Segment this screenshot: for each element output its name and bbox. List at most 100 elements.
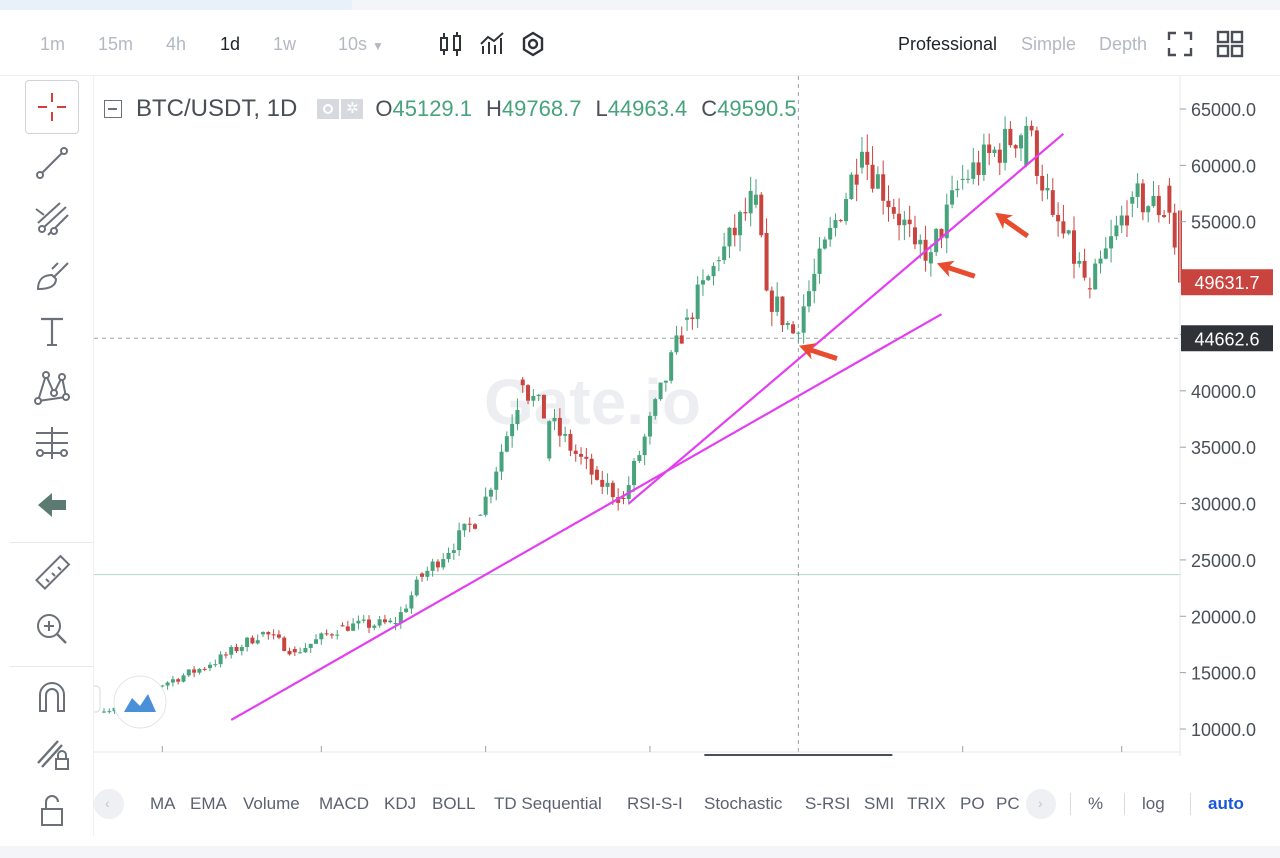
interval-1m[interactable]: 1m (40, 34, 66, 54)
candle-body (775, 296, 780, 312)
candle-body (552, 417, 557, 422)
indicator-rsi-s-i[interactable]: RSI-S-I (627, 794, 683, 813)
fib-icon (36, 427, 68, 459)
indicator-ema[interactable]: EMA (190, 794, 227, 813)
candle-body (700, 280, 705, 285)
settings-hexagon-icon[interactable] (519, 30, 547, 58)
zoom-tool[interactable] (25, 602, 79, 656)
candle-body (176, 679, 181, 682)
candle-body (520, 379, 525, 386)
indicator-icon[interactable] (478, 30, 506, 58)
candlestick-icon[interactable] (437, 30, 465, 58)
indicator-volume[interactable]: Volume (243, 794, 300, 813)
gear-icon[interactable]: ✲ (341, 99, 364, 119)
indicator-pc[interactable]: PC (996, 794, 1020, 813)
annotation-arrow-shape (936, 260, 976, 279)
candle-body (398, 612, 403, 624)
crosshair-tool[interactable] (25, 80, 79, 134)
fullscreen-icon[interactable] (1166, 30, 1194, 58)
lock-all-tool[interactable] (25, 782, 79, 836)
ruler-tool[interactable] (25, 546, 79, 600)
view-simple[interactable]: Simple (1021, 34, 1077, 54)
interval-10s-dropdown[interactable]: 10s ▼ (338, 34, 384, 55)
indicator-stochastic[interactable]: Stochastic (704, 794, 783, 813)
candle-body (1156, 195, 1161, 216)
interval-4h[interactable]: 4h (166, 34, 187, 54)
low-label: L (595, 96, 608, 121)
scale-log[interactable]: log (1142, 794, 1165, 813)
candle-body (213, 664, 218, 666)
candle-body (324, 633, 329, 635)
candle-body (621, 497, 626, 500)
candle-body (499, 451, 504, 472)
interval-1w[interactable]: 1w (273, 34, 297, 54)
candle-body (1151, 195, 1156, 207)
indicator-s-rsi[interactable]: S-RSI (805, 794, 851, 813)
remove-drawings-tool[interactable] (25, 478, 79, 532)
candle-body (515, 409, 520, 425)
scroll-left-button[interactable]: ‹ (94, 789, 124, 819)
indicator-smi[interactable]: SMI (864, 794, 895, 813)
chart-widget-button (113, 675, 167, 729)
view-professional[interactable]: Professional (898, 34, 998, 54)
collapse-legend-icon[interactable] (104, 100, 122, 118)
magnet-tool[interactable] (25, 670, 79, 724)
indicator-kdj[interactable]: KDJ (384, 794, 417, 813)
indicator-po[interactable]: PO (960, 794, 985, 813)
candle-body (1098, 258, 1103, 264)
candle-body (902, 219, 907, 226)
pattern-tool[interactable] (25, 360, 79, 414)
high-label: H (486, 96, 502, 121)
lock-drawing-tool[interactable] (25, 726, 79, 780)
candle-body (891, 207, 896, 214)
candle-body (791, 324, 796, 334)
candle-body (764, 233, 769, 291)
interval-1d[interactable]: 1d (220, 34, 241, 54)
indicator-boll[interactable]: BOLL (432, 794, 476, 813)
candle-body (314, 639, 319, 644)
text-tool[interactable] (25, 304, 79, 358)
view-depth[interactable]: Depth (1099, 34, 1148, 54)
candle-body (1146, 206, 1151, 213)
candle-body (404, 608, 409, 613)
candle-body (912, 227, 917, 245)
pitchfork-tool[interactable] (25, 192, 79, 246)
scroll-right-button[interactable]: › (1026, 789, 1056, 819)
indicator-trix[interactable]: TRIX (907, 794, 946, 813)
scale-auto[interactable]: auto (1208, 794, 1244, 813)
pattern-icon (34, 371, 70, 405)
interval-15m[interactable]: 15m (98, 34, 134, 54)
eye-icon[interactable] (317, 99, 340, 119)
candle-body (748, 190, 753, 214)
bottom-strip (0, 846, 1280, 858)
scale-percent[interactable]: % (1088, 794, 1104, 813)
candle-body (801, 306, 806, 333)
candle-body (822, 239, 827, 249)
low-value: 44963.4 (607, 96, 688, 121)
top-strip (0, 0, 1280, 10)
brush-icon (36, 262, 69, 291)
fib-tool[interactable] (25, 416, 79, 470)
candle-body (690, 317, 695, 320)
candle-body (950, 190, 955, 205)
price-chart[interactable]: Gate.io 65000.060000.055000.050000.04500… (94, 76, 1280, 756)
candle-body (446, 552, 451, 560)
candle-body (414, 579, 419, 596)
collapse-widget-tab (94, 685, 101, 713)
candle-body (833, 220, 838, 228)
candle-body (457, 530, 462, 551)
candle-body (345, 626, 350, 631)
layout-grid-icon[interactable] (1216, 30, 1244, 58)
trendline-tool[interactable] (25, 136, 79, 190)
indicator-macd[interactable]: MACD (319, 794, 370, 813)
lock-icon (41, 795, 63, 826)
candle-body (367, 619, 372, 628)
y-tick-label: 25000.0 (1191, 551, 1256, 571)
indicator-ma[interactable]: MA (150, 794, 176, 813)
candle-body (223, 654, 228, 656)
chevron-right-icon: › (1038, 795, 1043, 811)
candle-body (282, 637, 287, 651)
indicator-td-sequential[interactable]: TD Sequential (494, 794, 602, 813)
candle-body (229, 646, 234, 655)
brush-tool[interactable] (25, 248, 79, 302)
